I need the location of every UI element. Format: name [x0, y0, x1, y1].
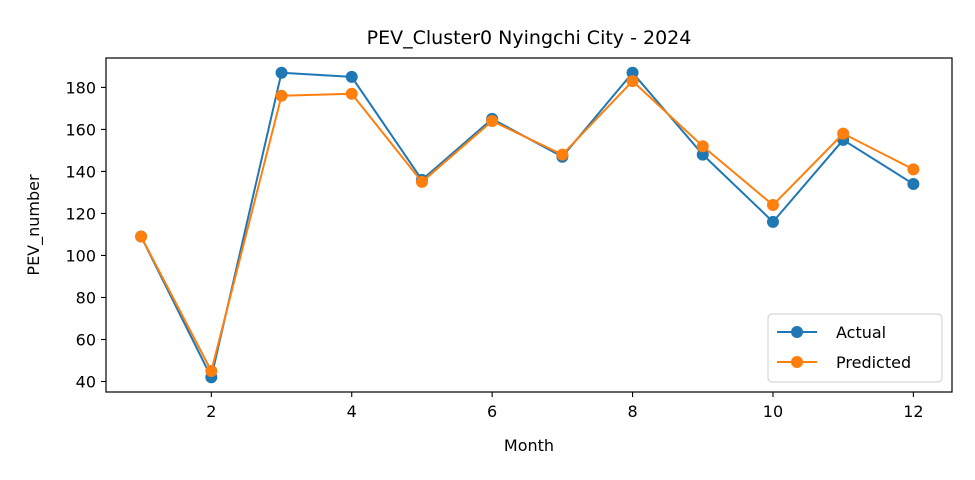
data-point-actual	[275, 66, 288, 79]
x-axis: 2 4 6 8 10 12	[206, 392, 924, 421]
plot-area	[135, 66, 920, 384]
y-tick-label: 80	[76, 288, 96, 307]
data-point-predicted	[205, 364, 218, 377]
plot-frame	[105, 57, 953, 393]
data-point-predicted	[486, 115, 499, 128]
x-tick-label: 4	[347, 402, 357, 421]
data-point-actual	[626, 66, 639, 79]
data-point-predicted	[766, 199, 779, 212]
y-tick-label: 60	[76, 330, 96, 349]
legend-marker-predicted	[791, 356, 803, 368]
data-point-actual	[696, 148, 709, 161]
data-point-actual	[766, 215, 779, 228]
data-point-actual	[345, 70, 358, 83]
data-point-predicted	[556, 148, 569, 161]
y-tick-label: 40	[76, 372, 96, 391]
y-axis: 40 60 80 100 120 140 160 180	[65, 78, 106, 391]
x-axis-label: Month	[504, 436, 554, 455]
data-point-predicted	[345, 87, 358, 100]
y-tick-label: 140	[65, 162, 96, 181]
legend-label-predicted: Predicted	[836, 353, 911, 372]
legend-marker-actual	[791, 326, 803, 338]
data-point-predicted	[135, 230, 148, 243]
x-tick-label: 2	[206, 402, 216, 421]
data-point-predicted	[275, 89, 288, 102]
x-tick-label: 8	[627, 402, 637, 421]
data-point-predicted	[837, 127, 850, 140]
x-tick-label: 6	[487, 402, 497, 421]
y-tick-label: 100	[65, 246, 96, 265]
data-point-predicted	[696, 140, 709, 153]
legend: Actual Predicted	[767, 313, 943, 383]
y-tick-label: 180	[65, 78, 96, 97]
y-tick-label: 160	[65, 120, 96, 139]
data-point-actual	[907, 178, 920, 191]
data-point-predicted	[626, 75, 639, 88]
y-axis-label: PEV_number	[24, 174, 44, 276]
series-line-predicted	[140, 80, 914, 372]
data-point-predicted	[415, 175, 428, 188]
legend-label-actual: Actual	[836, 323, 886, 342]
x-tick-label: 10	[763, 402, 783, 421]
chart-title: PEV_Cluster0 Nyingchi City - 2024	[367, 27, 692, 49]
y-tick-label: 120	[65, 204, 96, 223]
x-tick-label: 12	[903, 402, 923, 421]
data-point-predicted	[907, 163, 920, 176]
